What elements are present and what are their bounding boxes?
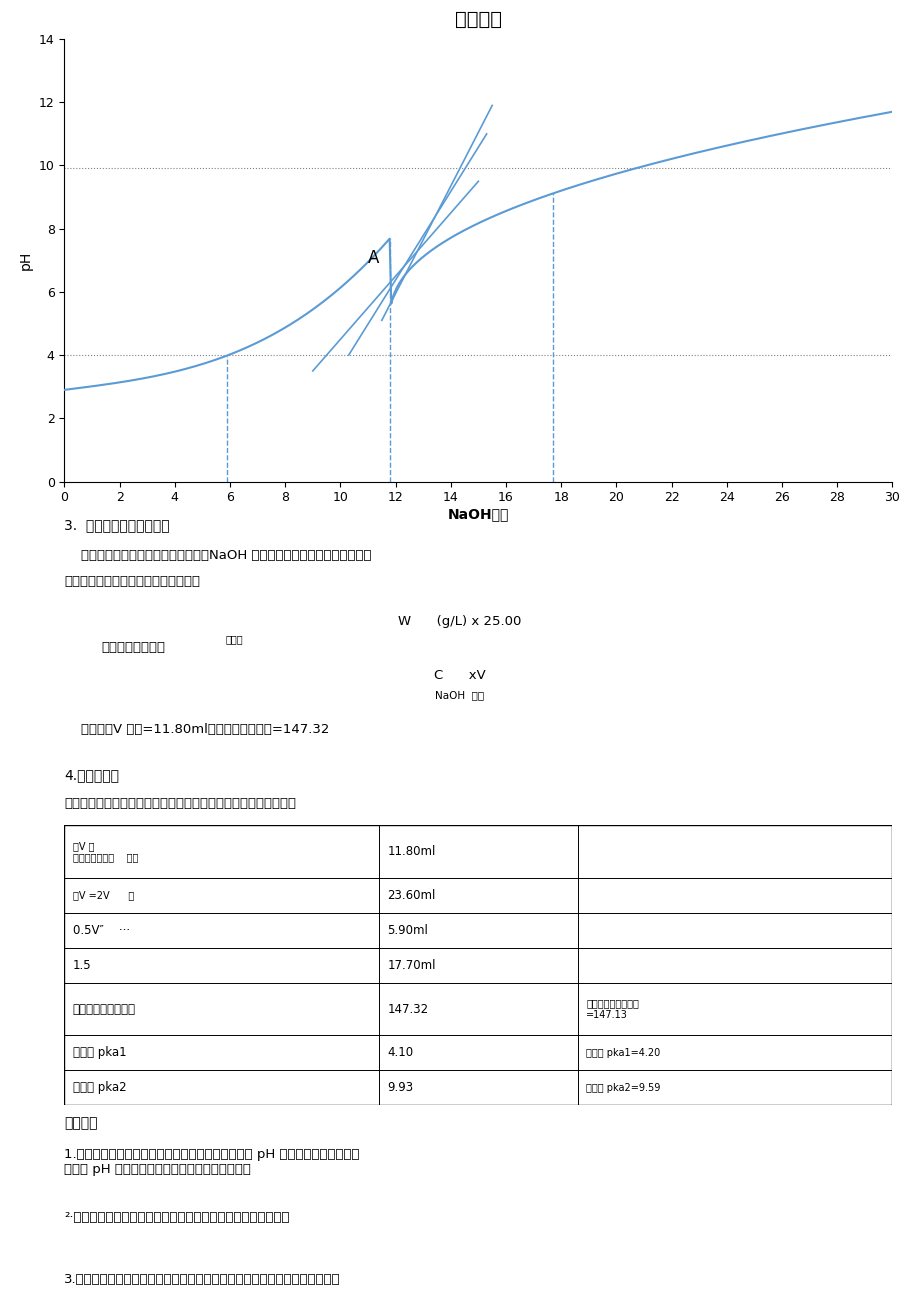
Text: 谷氨酸分子量理论值
=147.13: 谷氨酸分子量理论值 =147.13 [585,999,638,1019]
Text: 3.酸度计使用之前的校准与标准液相差不大没有太大的关系，只是会成为系统: 3.酸度计使用之前的校准与标准液相差不大没有太大的关系，只是会成为系统 [64,1273,341,1286]
Text: W      (g/L) x 25.00: W (g/L) x 25.00 [398,615,521,628]
Text: 5.90ml: 5.90ml [387,924,427,937]
Y-axis label: pH: pH [19,251,33,270]
Text: （V ）
第一化学计量点    终点: （V ） 第一化学计量点 终点 [73,841,138,862]
Text: ²·在溶液酸度测定中，测定的是溶液中氢离子的活度而非浓度。: ²·在溶液酸度测定中，测定的是溶液中氢离子的活度而非浓度。 [64,1211,289,1224]
Text: 3.  谷氨酸的分子量计算：: 3. 谷氨酸的分子量计算： [64,518,170,533]
Text: 谷氨酸 pka1=4.20: 谷氨酸 pka1=4.20 [585,1048,660,1059]
Text: （V =2V      ）: （V =2V ） [73,891,134,901]
Text: 谷氨酸的分子量二: 谷氨酸的分子量二 [101,641,165,654]
Text: 1.5: 1.5 [73,960,91,973]
Text: 实验讨论: 实验讨论 [64,1116,97,1130]
Text: 谷氨酸 pka1: 谷氨酸 pka1 [73,1047,126,1060]
Text: 由图可知V 终点=11.80ml，谷氨酸的分子量=147.32: 由图可知V 终点=11.80ml，谷氨酸的分子量=147.32 [64,723,329,736]
Text: 体积，采用下式计算谷氨酸的分子量：: 体积，采用下式计算谷氨酸的分子量： [64,575,200,589]
Text: C      xV: C xV [434,669,485,682]
Text: 4.结果比较：: 4.结果比较： [64,768,119,783]
Text: 将作图和计算得到的结果填入下表，比较实验结果，并进行分析：: 将作图和计算得到的结果填入下表，比较实验结果，并进行分析： [64,797,296,810]
Text: 23.60ml: 23.60ml [387,889,436,902]
Text: 11.80ml: 11.80ml [387,845,436,858]
Text: A: A [368,250,379,267]
Text: 1.实验开始之前用标准缓冲溶液调节仪器的目的是将 pH 电极进行校准，采用两
种不同 pH 标准缓冲溶液的目的是进行双点校准。: 1.实验开始之前用标准缓冲溶液调节仪器的目的是将 pH 电极进行校准，采用两 种… [64,1148,359,1177]
Text: 147.32: 147.32 [387,1003,428,1016]
Text: 9.93: 9.93 [387,1082,413,1095]
Text: 谷氨酸 pka2: 谷氨酸 pka2 [73,1082,126,1095]
Text: 4.10: 4.10 [387,1047,413,1060]
Title: 滴定曲线: 滴定曲线 [454,10,502,29]
Text: 0.5V″    ···: 0.5V″ ··· [73,924,130,937]
Text: 17.70ml: 17.70ml [387,960,436,973]
X-axis label: NaOH体积: NaOH体积 [448,506,508,521]
Text: 谷氨酸的分子计算值: 谷氨酸的分子计算值 [73,1003,135,1016]
Text: NaOH  终点: NaOH 终点 [435,690,484,700]
Text: 谷氨酸: 谷氨酸 [225,634,243,644]
Text: 谷氨酸 pka2=9.59: 谷氨酸 pka2=9.59 [585,1083,660,1092]
Text: 根据作图法得到的滴定终点体积值、NaOH 标准溶液的浓度、谷氨酸的浓度和: 根据作图法得到的滴定终点体积值、NaOH 标准溶液的浓度、谷氨酸的浓度和 [64,549,371,562]
